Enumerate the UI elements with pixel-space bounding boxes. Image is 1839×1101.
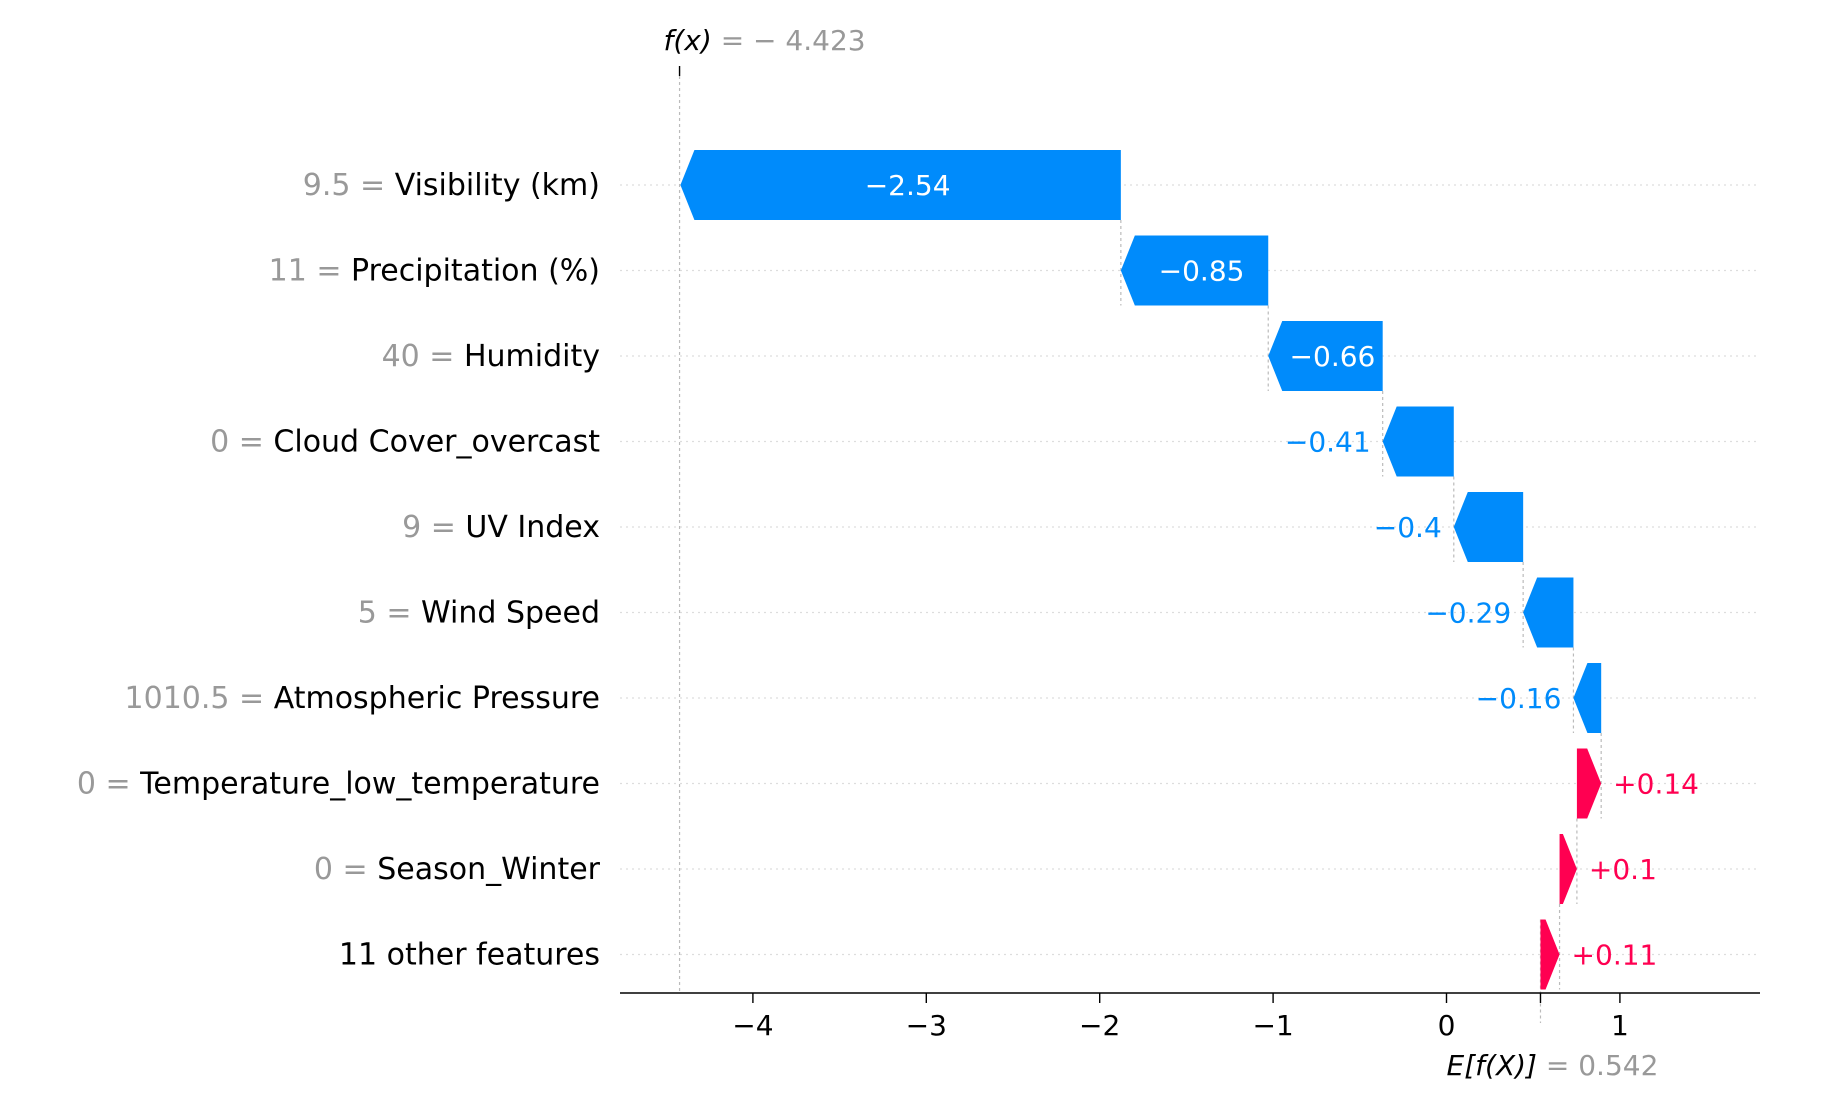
feature-name: Cloud Cover_overcast [273, 425, 600, 460]
waterfall-bar [1382, 406, 1454, 477]
feature-label: 0 = Season_Winter [314, 852, 601, 887]
output-value-number: = − 4.423 [721, 24, 866, 57]
feature-label: 0 = Temperature_low_temperature [77, 767, 600, 802]
feature-name: Visibility (km) [395, 168, 600, 203]
feature-label: 11 other features [339, 938, 600, 973]
feature-name: Humidity [464, 339, 600, 374]
waterfall-bar [1453, 492, 1524, 562]
waterfall-bar [1540, 919, 1560, 990]
shap-value-label: +0.11 [1572, 939, 1658, 972]
shap-value-label: −0.29 [1425, 597, 1511, 630]
waterfall-bar [1576, 748, 1602, 819]
feature-value: 11 = [269, 254, 351, 289]
waterfall-bar [1268, 321, 1383, 391]
x-tick-label: −2 [1079, 1009, 1120, 1042]
feature-value: 0 = [210, 425, 273, 460]
feature-name: Atmospheric Pressure [274, 681, 600, 716]
feature-value: 0 = [77, 767, 140, 802]
output-value-symbol: f(x) [664, 24, 721, 57]
feature-label: 11 = Precipitation (%) [269, 254, 600, 289]
feature-name: Wind Speed [421, 596, 600, 631]
x-tick-label: 1 [1611, 1009, 1629, 1042]
x-tick-label: −3 [906, 1009, 947, 1042]
feature-name: Temperature_low_temperature [139, 767, 600, 802]
feature-name: UV Index [465, 510, 600, 545]
feature-value: 9 = [402, 510, 465, 545]
base-value-symbol: E[f(X)] [1447, 1049, 1546, 1082]
labels: −2.54 9.5 = Visibility (km) −0.85 11 = Prec… [77, 168, 1699, 973]
waterfall-bar [1573, 663, 1602, 733]
shap-value-label: −0.85 [1159, 255, 1245, 288]
output-value-label: f(x) = − 4.423 [664, 24, 866, 57]
feature-label: 40 = Humidity [382, 339, 600, 374]
bars [680, 150, 1602, 990]
feature-value: 40 = [382, 339, 464, 374]
shap-value-label: −0.66 [1290, 340, 1376, 373]
feature-value: 9.5 = [303, 168, 395, 203]
waterfall-bar [1523, 577, 1574, 648]
x-axis: −4 −3 −2 −1 0 1 E[f(X)] = 0.542 f(x) = − 4.423 [620, 24, 1760, 1082]
shap-value-label: +0.14 [1613, 768, 1699, 801]
grid-lines [620, 70, 1760, 1023]
feature-label: 0 = Cloud Cover_overcast [210, 425, 600, 460]
feature-label: 9 = UV Index [402, 510, 600, 545]
feature-name: 11 other features [339, 938, 600, 973]
x-tick-label: 0 [1438, 1009, 1456, 1042]
feature-name: Precipitation (%) [351, 254, 600, 289]
shap-value-label: −0.16 [1476, 682, 1562, 715]
feature-value: 0 = [314, 852, 377, 887]
feature-value: 1010.5 = [125, 681, 274, 716]
waterfall-bar [1559, 834, 1577, 904]
x-tick-label: −4 [732, 1009, 773, 1042]
feature-label: 5 = Wind Speed [358, 596, 600, 631]
shap-value-label: −2.54 [865, 169, 951, 202]
base-value-label: E[f(X)] = 0.542 [1447, 1049, 1659, 1082]
shap-value-label: −0.41 [1285, 426, 1371, 459]
shap-value-label: +0.1 [1589, 853, 1657, 886]
shap-value-label: −0.4 [1374, 511, 1442, 544]
feature-name: Season_Winter [377, 852, 600, 887]
waterfall-bar [680, 150, 1121, 220]
feature-label: 9.5 = Visibility (km) [303, 168, 600, 203]
base-value-number: = 0.542 [1546, 1049, 1659, 1082]
x-tick-label: −1 [1252, 1009, 1293, 1042]
waterfall-bar [1120, 235, 1269, 306]
feature-value: 5 = [358, 596, 421, 631]
feature-label: 1010.5 = Atmospheric Pressure [125, 681, 600, 716]
